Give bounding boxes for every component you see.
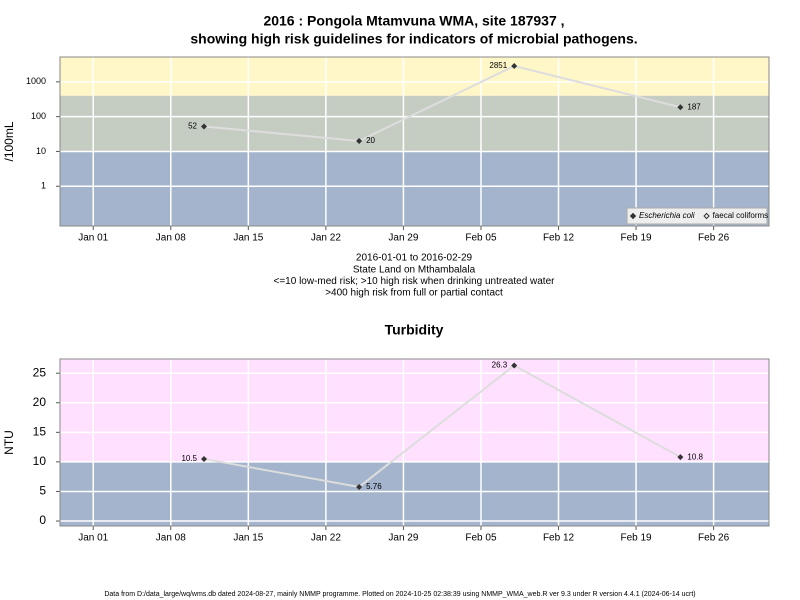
data-label: 52: [188, 122, 197, 131]
caption: 2016-01-01 to 2016-02-29: [356, 253, 473, 264]
data-point: [677, 454, 684, 461]
x-tick-label: Jan 15: [233, 533, 263, 544]
risk-band: [60, 57, 769, 96]
y-tick-label: 10: [33, 454, 47, 468]
data-label: 187: [687, 102, 701, 111]
x-tick-label: Feb 19: [620, 533, 652, 544]
x-tick-label: Jan 15: [233, 233, 263, 244]
x-tick-label: Feb 26: [698, 533, 730, 544]
chart-title: showing high risk guidelines for indicat…: [190, 31, 637, 47]
data-label: 10.5: [181, 454, 197, 463]
risk-band: [60, 461, 769, 526]
risk-band: [60, 95, 769, 152]
footer: Data from D:/data_large/wq/wms.db dated …: [104, 591, 695, 598]
legend-marker: [629, 212, 637, 220]
x-tick-label: Feb 05: [465, 533, 497, 544]
series-line: [203, 64, 681, 142]
data-label: 10.8: [687, 452, 703, 461]
legend-marker: [703, 212, 710, 220]
x-tick-label: Jan 08: [156, 533, 186, 544]
data-point: [201, 123, 208, 130]
x-tick-label: Feb 05: [465, 233, 497, 244]
y-axis-label: /100mL: [2, 121, 16, 161]
x-tick-label: Jan 22: [311, 233, 341, 244]
data-label: 20: [366, 136, 375, 145]
y-tick-label: 25: [33, 365, 47, 379]
legend-label: faecal coliforms: [713, 211, 769, 220]
caption: <=10 low-med risk; >10 high risk when dr…: [274, 276, 556, 287]
y-tick-label: 1: [41, 181, 46, 191]
plot-frame: [59, 358, 770, 527]
x-tick-label: Feb 12: [543, 533, 575, 544]
data-point: [356, 137, 363, 144]
data-point: [356, 483, 363, 490]
data-point: [201, 455, 208, 462]
plot-frame: [59, 56, 770, 227]
legend-label: Escherichia coli: [639, 211, 695, 220]
data-point: [511, 63, 518, 70]
caption: State Land on Mthambalala: [353, 264, 476, 275]
series-line: [203, 364, 681, 489]
x-tick-label: Feb 12: [543, 233, 575, 244]
y-axis-label: NTU: [2, 430, 16, 455]
data-label: 2851: [489, 61, 507, 70]
legend-box: [626, 207, 768, 225]
x-tick-label: Jan 22: [311, 533, 341, 544]
y-tick-label: 15: [33, 425, 47, 439]
x-tick-label: Jan 29: [388, 533, 418, 544]
data-label: 5.76: [366, 482, 382, 491]
x-tick-label: Jan 01: [78, 233, 108, 244]
x-tick-label: Feb 26: [698, 233, 730, 244]
y-tick-label: 100: [31, 111, 46, 121]
y-tick-label: 0: [39, 513, 46, 527]
data-point: [677, 104, 684, 111]
chart-title: Turbidity: [385, 322, 444, 338]
chart-title: 2016 : Pongola Mtamvuna WMA, site 187937…: [263, 13, 564, 29]
data-label: 26.3: [492, 361, 508, 370]
data-point: [511, 362, 518, 369]
x-tick-label: Jan 29: [388, 233, 418, 244]
y-tick-label: 20: [33, 395, 47, 409]
caption: >400 high risk from full or partial cont…: [325, 288, 503, 299]
x-tick-label: Feb 19: [620, 233, 652, 244]
y-tick-label: 5: [39, 484, 46, 498]
y-tick-label: 1000: [26, 76, 46, 86]
y-tick-label: 10: [36, 146, 46, 156]
x-tick-label: Jan 01: [78, 533, 108, 544]
x-tick-label: Jan 08: [156, 233, 186, 244]
